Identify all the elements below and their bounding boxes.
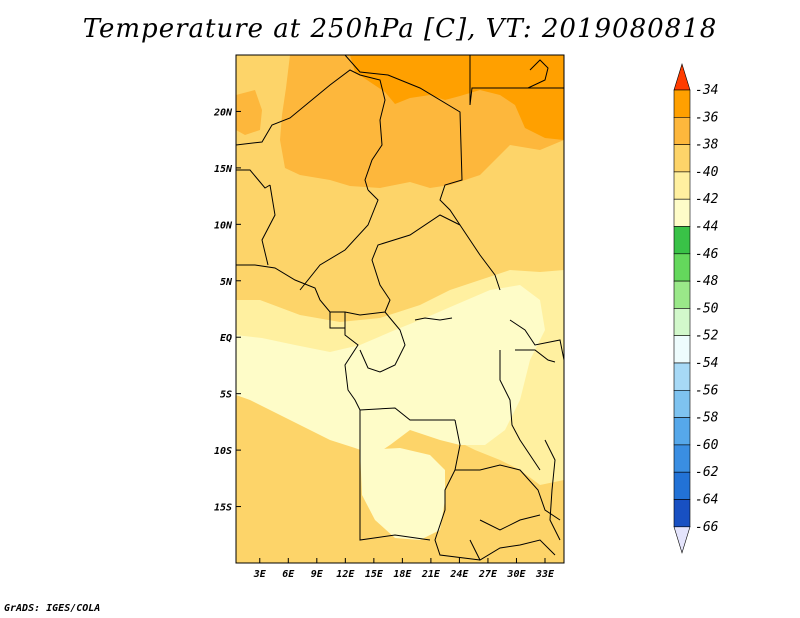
colorbar-segment: [673, 362, 691, 391]
y-tick-label: 5N: [220, 277, 233, 288]
map-frame: [235, 54, 565, 564]
colorbar-segment: [673, 308, 691, 336]
colorbar-segment: [673, 499, 691, 528]
fill-36-34: [350, 55, 564, 140]
x-tick-label: 3E: [253, 569, 267, 580]
x-tick-label: 27E: [478, 569, 498, 580]
colorbar-segment: [673, 171, 691, 200]
colorbar-label: -46: [695, 247, 719, 262]
colorbar-segment: [673, 89, 691, 118]
grads-credit: GrADS: IGES/COLA: [4, 603, 101, 614]
colorbar-segment: [673, 226, 691, 255]
colorbar-segment: [673, 389, 691, 418]
fill-44-42-south: [360, 448, 445, 540]
colorbar-label: -56: [695, 383, 719, 398]
y-tick-label: 10N: [214, 220, 233, 231]
colorbar-segment: [673, 444, 691, 473]
x-tick-label: 33E: [535, 569, 555, 580]
fill-44-42: [236, 285, 545, 455]
colorbar-label: -62: [695, 465, 719, 480]
colorbar-label: -34: [695, 83, 718, 98]
colorbar-segment: [673, 144, 691, 173]
colorbar: -34 -36 -38 -40 -42 -44 -46 -48 -50 -52 -54 -56 -58 -…: [673, 62, 719, 554]
colorbar-label: -52: [695, 329, 719, 344]
colorbar-segment: [673, 253, 691, 282]
x-tick-label: 15E: [365, 569, 384, 580]
x-axis: 3E 6E 9E 12E 15E 18E 21E 24E 27E 30E 33E: [253, 558, 555, 580]
colorbar-label: -44: [695, 220, 718, 235]
y-tick-label: 15N: [214, 164, 233, 175]
colorbar-label: -58: [695, 411, 719, 426]
colorbar-top-arrow: [673, 62, 691, 91]
colorbar-label: -38: [695, 138, 719, 153]
y-tick-label: 20N: [213, 107, 233, 118]
colorbar-segment: [673, 117, 691, 145]
colorbar-label: -40: [695, 165, 719, 180]
colorbar-label: -64: [695, 493, 718, 508]
colorbar-bottom-arrow: [673, 526, 691, 554]
colorbar-segment: [673, 417, 691, 446]
colorbar-label: -48: [695, 274, 719, 289]
colorbar-label: -50: [695, 301, 719, 316]
y-tick-label: 10S: [214, 446, 232, 457]
country-borders: [236, 55, 564, 561]
y-tick-label: 5S: [220, 390, 232, 401]
x-tick-label: 24E: [449, 569, 469, 580]
colorbar-label: -60: [695, 438, 719, 453]
x-tick-label: 12E: [336, 569, 355, 580]
colorbar-label: -54: [695, 356, 718, 371]
colorbar-label: -66: [695, 520, 719, 535]
map-title: Temperature at 250hPa [C], VT: 201908081…: [82, 14, 718, 44]
x-tick-label: 30E: [506, 569, 526, 580]
y-tick-label: EQ: [220, 333, 232, 344]
colorbar-segment: [673, 335, 691, 364]
y-tick-label: 15S: [214, 503, 232, 514]
temperature-field: [236, 55, 564, 563]
y-axis: 20N 15N 10N 5N EQ 5S 10S 15S: [213, 107, 241, 514]
x-tick-label: 6E: [282, 569, 295, 580]
fill-38-36-west: [236, 90, 262, 135]
colorbar-label: -36: [695, 110, 719, 125]
colorbar-label: -42: [695, 192, 719, 207]
x-tick-label: 21E: [421, 569, 441, 580]
colorbar-segment: [673, 198, 691, 227]
x-tick-label: 9E: [311, 569, 324, 580]
colorbar-segment: [673, 280, 691, 309]
colorbar-segment: [673, 471, 691, 500]
x-tick-label: 18E: [393, 569, 412, 580]
